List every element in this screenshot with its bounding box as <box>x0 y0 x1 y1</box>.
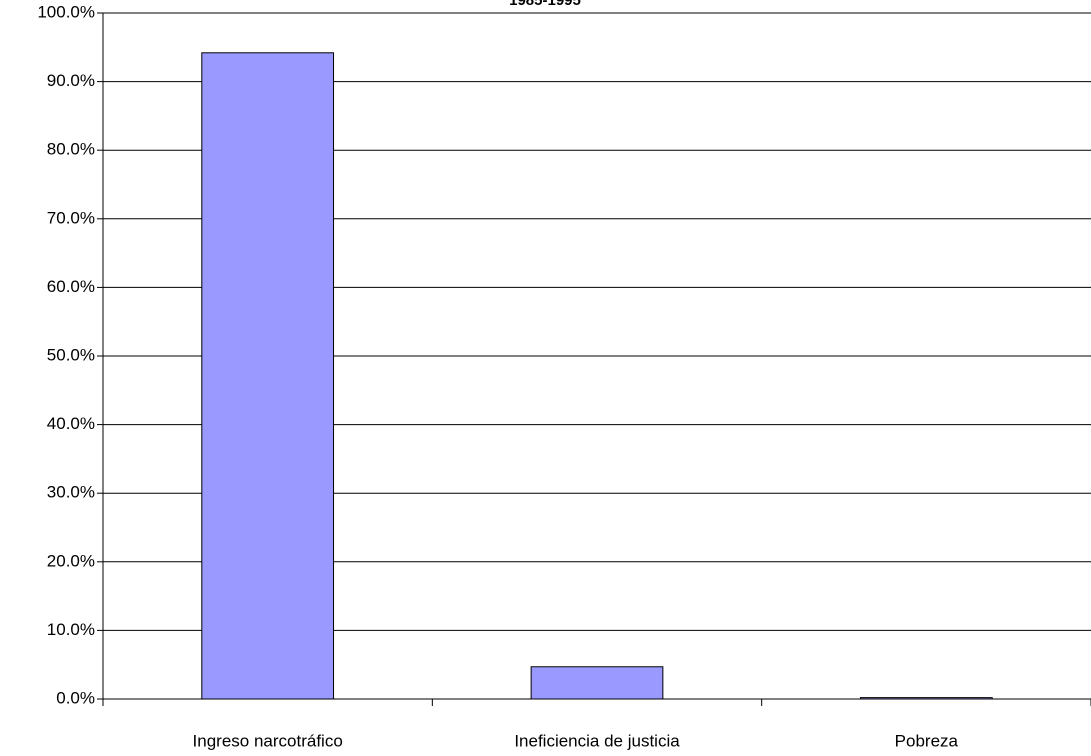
y-tick-label: 100.0% <box>37 2 95 21</box>
bar <box>530 666 664 700</box>
y-tick-label: 70.0% <box>47 208 95 227</box>
x-tick-label: Ineficiencia de justicia <box>514 731 680 750</box>
y-tick-label: 90.0% <box>47 71 95 90</box>
y-tick-label: 30.0% <box>47 483 95 502</box>
bar <box>201 52 335 700</box>
y-tick-label: 0.0% <box>56 688 95 707</box>
y-tick-label: 50.0% <box>47 345 95 364</box>
y-tick-label: 20.0% <box>47 551 95 570</box>
x-tick-label: Pobreza <box>895 731 959 750</box>
chart-title: 1985-1995 <box>509 0 581 9</box>
y-tick-label: 80.0% <box>47 140 95 159</box>
bar <box>859 697 993 700</box>
y-tick-label: 10.0% <box>47 620 95 639</box>
y-tick-label: 40.0% <box>47 414 95 433</box>
y-tick-label: 60.0% <box>47 277 95 296</box>
x-tick-label: Ingreso narcotráfico <box>193 731 343 750</box>
